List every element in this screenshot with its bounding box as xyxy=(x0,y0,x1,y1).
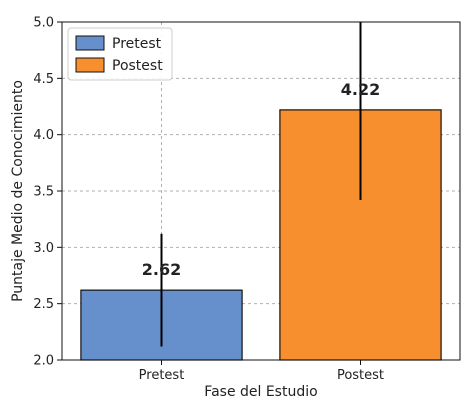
legend-label-pretest: Pretest xyxy=(112,36,162,52)
legend-swatch-postest xyxy=(75,57,105,73)
x-axis-ticks: Pretest Postest xyxy=(139,360,384,383)
x-tick-label: Pretest xyxy=(139,368,185,383)
y-tick-label: 4.0 xyxy=(33,128,54,143)
y-tick-label: 2.5 xyxy=(33,297,54,312)
x-axis-label: Fase del Estudio xyxy=(204,384,317,400)
data-label-pretest: 2.62 xyxy=(142,260,181,279)
data-label-postest: 4.22 xyxy=(341,80,380,99)
legend-swatch-pretest xyxy=(75,35,105,51)
y-tick-label: 5.0 xyxy=(33,16,54,31)
y-axis-label: Puntaje Medio de Conocimiento xyxy=(10,80,26,302)
legend: Pretest Postest xyxy=(67,27,173,81)
error-bars xyxy=(160,22,362,347)
x-tick-label: Postest xyxy=(337,368,384,383)
y-tick-label: 2.0 xyxy=(33,354,54,369)
y-tick-label: 3.5 xyxy=(33,185,54,200)
legend-label-postest: Postest xyxy=(112,58,163,74)
bars xyxy=(80,109,442,361)
data-labels: 2.62 4.22 xyxy=(142,80,380,279)
y-tick-label: 3.0 xyxy=(33,241,54,256)
y-axis-ticks: 2.0 2.5 3.0 3.5 4.0 4.5 5.0 xyxy=(33,16,62,369)
y-tick-label: 4.5 xyxy=(33,72,54,87)
